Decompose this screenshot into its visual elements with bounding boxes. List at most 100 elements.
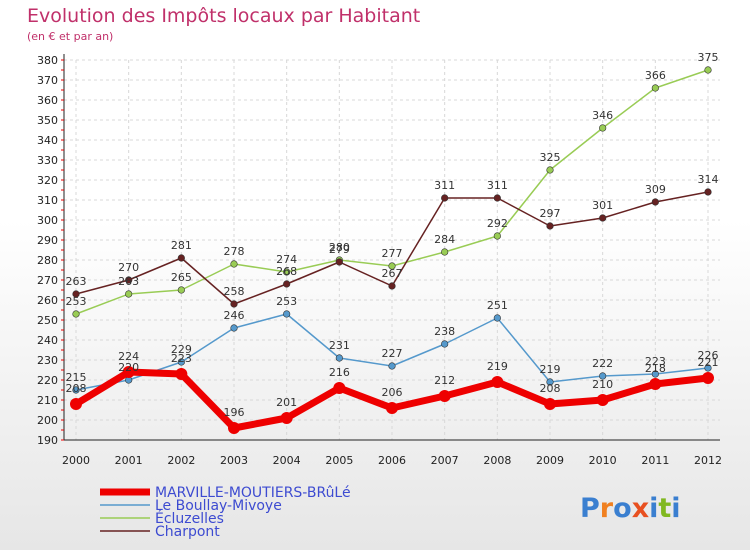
- data-point: [388, 262, 396, 270]
- y-tick-label: 240: [37, 334, 58, 347]
- data-point: [649, 378, 662, 390]
- data-label: 223: [171, 352, 192, 365]
- x-tick-label: 2004: [273, 454, 301, 467]
- legend-label: MARVILLE-MOUTIERS-BRûLé: [155, 485, 351, 501]
- y-tick-label: 210: [37, 394, 58, 407]
- data-point: [228, 422, 240, 434]
- data-label: 267: [382, 267, 403, 280]
- data-point: [230, 260, 238, 268]
- legend-label: Charpont: [155, 524, 220, 540]
- x-tick-label: 2000: [62, 454, 90, 467]
- y-tick-label: 190: [37, 434, 58, 447]
- data-label: 210: [592, 378, 613, 391]
- data-label: 277: [382, 247, 403, 260]
- logo-letter: P: [580, 493, 600, 524]
- data-label: 253: [276, 295, 297, 308]
- data-label: 206: [382, 386, 403, 399]
- data-point: [177, 358, 185, 366]
- logo-letter: t: [658, 493, 671, 524]
- data-point: [599, 124, 607, 132]
- y-tick-label: 230: [37, 354, 58, 367]
- data-point: [704, 188, 712, 196]
- y-tick-label: 320: [37, 174, 58, 187]
- data-point: [493, 232, 501, 240]
- legend-item: MARVILLE-MOUTIERS-BRûLé: [100, 485, 351, 501]
- data-label: 215: [66, 371, 87, 384]
- data-label: 226: [698, 349, 719, 362]
- data-point: [177, 254, 185, 262]
- data-label: 208: [66, 382, 87, 395]
- data-point: [125, 290, 133, 298]
- data-point: [230, 324, 238, 332]
- data-point: [280, 412, 293, 424]
- data-point: [599, 372, 607, 380]
- data-label: 279: [329, 243, 350, 256]
- data-point: [441, 194, 449, 202]
- data-point: [546, 378, 554, 386]
- data-point: [70, 398, 82, 410]
- data-label: 224: [118, 350, 139, 363]
- x-tick-label: 2003: [220, 454, 248, 467]
- logo-letter: r: [600, 493, 614, 524]
- data-point: [283, 280, 291, 288]
- data-label: 212: [434, 374, 455, 387]
- data-label: 196: [224, 406, 245, 419]
- proxiti-logo: Proxiti: [580, 493, 681, 524]
- x-tick-label: 2002: [167, 454, 195, 467]
- legend-item: Charpont: [100, 524, 220, 540]
- y-tick-label: 270: [37, 274, 58, 287]
- y-tick-label: 370: [37, 74, 58, 87]
- logo-letter: i: [649, 493, 658, 524]
- legend-item: Le Boullay-Mivoye: [100, 498, 282, 514]
- data-label: 263: [118, 275, 139, 288]
- data-label: 222: [592, 357, 613, 370]
- data-point: [599, 214, 607, 222]
- data-label: 227: [382, 347, 403, 360]
- series: [70, 66, 714, 434]
- data-label: 292: [487, 217, 508, 230]
- data-label: 219: [487, 360, 508, 373]
- logo-letter: i: [671, 493, 680, 524]
- data-point: [493, 314, 501, 322]
- logo-letter: x: [632, 493, 649, 524]
- data-label: 284: [434, 233, 455, 246]
- axes: 190 200 210 220 230 240 250 260 270 280 290 300 310 3…: [37, 54, 722, 467]
- data-label: 251: [487, 299, 508, 312]
- x-tick-label: 2012: [694, 454, 722, 467]
- x-tick-label: 2009: [536, 454, 564, 467]
- data-point: [491, 376, 504, 388]
- y-tick-label: 380: [37, 54, 58, 67]
- series-1: [72, 310, 712, 394]
- data-point: [177, 286, 185, 294]
- data-label: 263: [66, 275, 87, 288]
- data-point: [596, 394, 609, 406]
- y-tick-label: 340: [37, 134, 58, 147]
- data-point: [651, 370, 659, 378]
- data-point: [283, 310, 291, 318]
- y-tick-label: 280: [37, 254, 58, 267]
- legend-item: Écluzelles: [100, 510, 224, 527]
- series-0: [70, 366, 714, 434]
- data-point: [441, 340, 449, 348]
- data-point: [388, 282, 396, 290]
- data-point: [651, 84, 659, 92]
- data-label: 201: [276, 396, 297, 409]
- y-tick-label: 300: [37, 214, 58, 227]
- y-tick-label: 290: [37, 234, 58, 247]
- data-label: 265: [171, 271, 192, 284]
- data-label: 314: [698, 173, 719, 186]
- data-point: [651, 198, 659, 206]
- data-point: [493, 194, 501, 202]
- data-point: [230, 300, 238, 308]
- data-point: [704, 364, 712, 372]
- data-label: 297: [540, 207, 561, 220]
- data-label: 280: [329, 241, 350, 254]
- y-tick-label: 260: [37, 294, 58, 307]
- data-label: 208: [540, 382, 561, 395]
- y-tick-label: 350: [37, 114, 58, 127]
- data-point: [335, 258, 343, 266]
- data-point: [546, 166, 554, 174]
- data-label: 218: [645, 362, 666, 375]
- data-point: [72, 290, 80, 298]
- data-point: [544, 398, 556, 410]
